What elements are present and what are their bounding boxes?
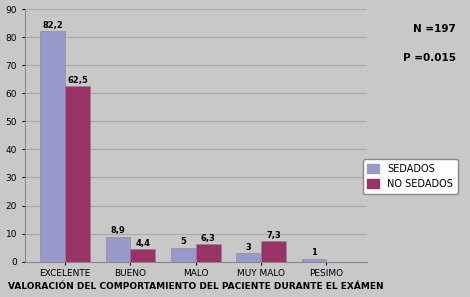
Bar: [65, 86, 90, 262]
Text: N =197: N =197: [413, 24, 456, 34]
Text: 6,3: 6,3: [201, 233, 216, 243]
Bar: [106, 237, 130, 262]
Bar: [236, 253, 261, 262]
Text: 82,2: 82,2: [42, 20, 63, 29]
Text: 8,9: 8,9: [110, 226, 125, 235]
Bar: [196, 244, 220, 262]
Bar: [130, 249, 155, 262]
Bar: [261, 241, 286, 262]
Text: 7,3: 7,3: [266, 231, 281, 240]
Text: 3: 3: [246, 243, 251, 252]
Bar: [302, 259, 326, 262]
Bar: [171, 248, 196, 262]
Text: 5: 5: [180, 237, 186, 246]
Bar: [40, 31, 65, 262]
Text: 1: 1: [311, 248, 317, 257]
Legend: SEDADOS, NO SEDADOS: SEDADOS, NO SEDADOS: [362, 159, 458, 194]
X-axis label: VALORACIÓN DEL COMPORTAMIENTO DEL PACIENTE DURANTE EL EXÁMEN: VALORACIÓN DEL COMPORTAMIENTO DEL PACIEN…: [8, 282, 384, 291]
Text: 62,5: 62,5: [67, 76, 88, 85]
Text: P =0.015: P =0.015: [403, 53, 456, 64]
Text: 4,4: 4,4: [135, 239, 150, 248]
